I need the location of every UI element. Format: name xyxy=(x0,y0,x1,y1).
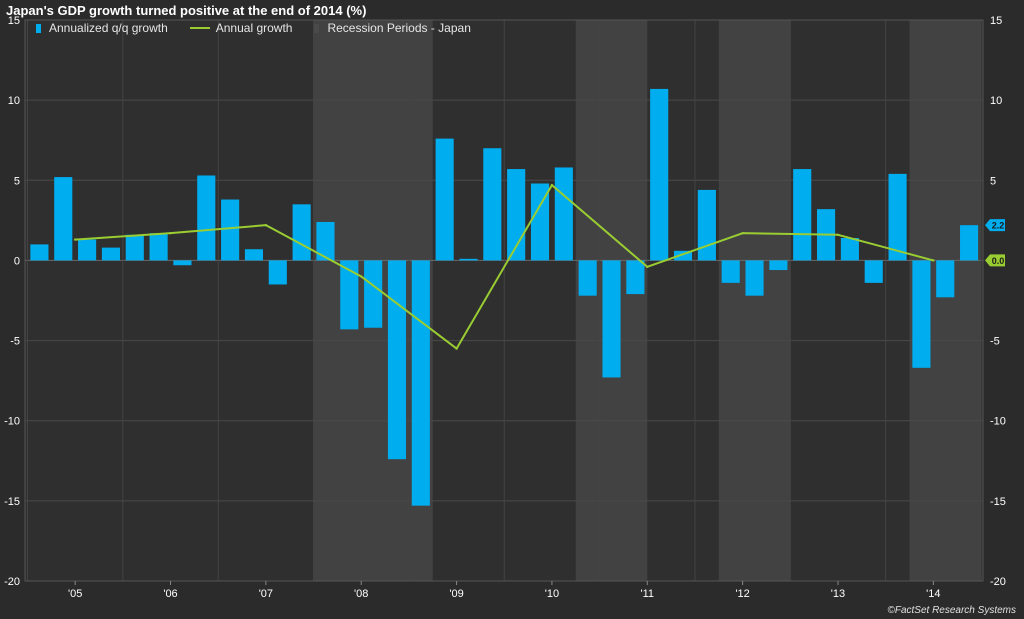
legend-item-qq: Annualized q/q growth xyxy=(36,21,168,35)
y-tick-left: -5 xyxy=(10,336,20,348)
bar-2005Q2 xyxy=(54,177,73,261)
line-point-2012 xyxy=(741,231,744,235)
y-tick-left: -10 xyxy=(4,416,20,428)
y-tick-left: 5 xyxy=(14,175,20,187)
axis-layer: 151510105500-5-5-10-10-15-15-20-20'05'06… xyxy=(4,15,1006,600)
x-tick-label: '05 xyxy=(68,588,82,600)
legend-label-annual: Annual growth xyxy=(215,21,293,35)
end-label-badge-2 xyxy=(985,254,1005,267)
bar-2007Q4 xyxy=(292,204,311,261)
bar-2014Q4 xyxy=(960,225,979,261)
legend-label-recession: Recession Periods - Japan xyxy=(327,21,471,35)
line-point-2013 xyxy=(836,233,840,236)
bar-2014Q2 xyxy=(912,260,931,368)
annual-growth-line xyxy=(75,184,934,350)
bar-2012Q3 xyxy=(745,260,764,296)
bar-2014Q1 xyxy=(888,173,907,261)
y-tick-left: -20 xyxy=(4,576,20,588)
y-tick-right: -20 xyxy=(990,576,1006,588)
bar-2012Q1 xyxy=(697,189,716,261)
bar-2010Q4 xyxy=(578,260,597,296)
line-point-2008 xyxy=(360,275,363,278)
bar-2008Q3 xyxy=(364,260,383,328)
x-tick-label: '06 xyxy=(163,588,177,600)
y-tick-right: 15 xyxy=(990,15,1002,27)
bar-2006Q3 xyxy=(173,260,192,266)
line-point-2014 xyxy=(932,259,935,262)
bar-2008Q1 xyxy=(316,221,335,261)
bar-2006Q2 xyxy=(149,233,168,261)
bar-2007Q2 xyxy=(244,249,264,261)
x-tick-label: '13 xyxy=(831,588,845,600)
bar-2009Q3 xyxy=(459,258,478,261)
bar-2012Q2 xyxy=(721,260,740,283)
line-point-2006 xyxy=(169,231,172,235)
bar-2005Q1 xyxy=(30,244,49,261)
legend-item-recession: Recession Periods - Japan xyxy=(314,21,471,35)
x-tick-label: '14 xyxy=(926,588,940,600)
plot-border xyxy=(24,19,984,582)
x-tick-label: '12 xyxy=(735,588,749,600)
bar-2012Q4 xyxy=(769,260,788,271)
end-labels: 2.2 0.0 xyxy=(985,219,1005,267)
bar-2013Q4 xyxy=(864,260,883,283)
bar-2005Q3 xyxy=(78,239,97,261)
end-label-text-1: 2.2 xyxy=(992,221,1005,231)
line-series xyxy=(73,183,935,350)
line-point-2011 xyxy=(646,265,649,269)
y-tick-left: -15 xyxy=(4,496,20,508)
bar-2011Q4 xyxy=(673,250,693,261)
y-tick-left: 0 xyxy=(14,255,20,267)
bar-2009Q2 xyxy=(435,138,454,261)
y-tick-right: -10 xyxy=(990,416,1006,428)
end-label-text-2: 0.0 xyxy=(992,256,1005,266)
x-tick-label: '07 xyxy=(259,588,273,600)
bar-2005Q4 xyxy=(101,247,120,261)
bar-2011Q3 xyxy=(650,88,669,261)
legend: Annualized q/q growth Annual growth Rece… xyxy=(36,21,493,35)
y-tick-right: -5 xyxy=(990,336,1000,348)
bar-2009Q1 xyxy=(411,260,430,506)
legend-swatch-bar xyxy=(36,23,41,33)
legend-label-qq: Annualized q/q growth xyxy=(49,21,168,35)
bar-2007Q3 xyxy=(268,260,287,285)
y-tick-left: 15 xyxy=(8,15,20,27)
y-tick-right: -15 xyxy=(990,496,1006,508)
legend-swatch-recession xyxy=(314,23,320,33)
line-point-2005 xyxy=(73,238,77,241)
bar-2013Q1 xyxy=(793,169,812,261)
legend-swatch-line xyxy=(189,27,210,29)
y-tick-right: 5 xyxy=(990,175,996,187)
bar-2011Q2 xyxy=(626,260,645,295)
bar-2010Q3 xyxy=(554,167,573,261)
x-tick-label: '09 xyxy=(449,588,463,600)
x-tick-label: '11 xyxy=(641,588,655,600)
bar-2010Q2 xyxy=(530,183,550,261)
bar-2008Q2 xyxy=(340,260,359,330)
bar-2006Q4 xyxy=(197,175,216,261)
x-tick-label: '08 xyxy=(354,588,368,600)
bar-2011Q1 xyxy=(602,260,621,378)
x-tick-label: '10 xyxy=(545,588,559,600)
source-credit: ©FactSet Research Systems xyxy=(887,605,1016,616)
end-label-badge-1 xyxy=(985,219,1005,232)
bar-2007Q1 xyxy=(221,199,240,261)
bar-2008Q4 xyxy=(387,260,407,460)
legend-item-annual: Annual growth xyxy=(189,21,293,35)
y-tick-right: 10 xyxy=(990,95,1002,107)
line-point-2009 xyxy=(455,347,458,350)
bar-2006Q1 xyxy=(125,234,144,261)
y-tick-left: 10 xyxy=(8,95,20,107)
line-point-2010 xyxy=(550,183,554,187)
bar-2009Q4 xyxy=(483,148,502,261)
chart-title: Japan's GDP growth turned positive at th… xyxy=(6,3,367,18)
bar-2013Q3 xyxy=(840,237,859,261)
recession-band-3 xyxy=(718,20,791,581)
bar-2014Q3 xyxy=(936,260,955,298)
line-point-2007 xyxy=(264,223,268,227)
